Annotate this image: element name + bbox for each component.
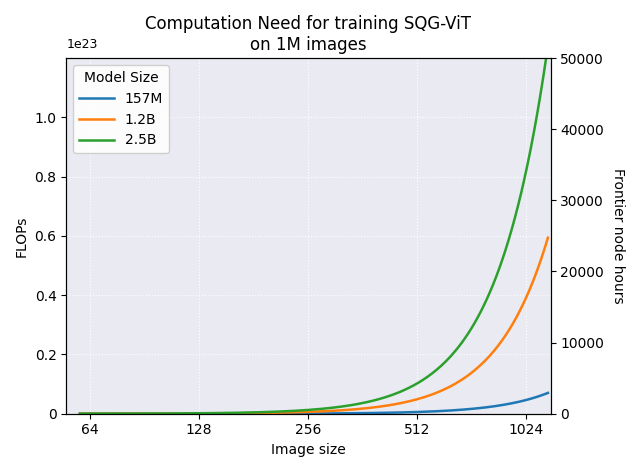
- 1.2B: [355, 406, 362, 412]
- 157M: [76, 411, 84, 417]
- 157M: [500, 402, 508, 407]
- Line: 2.5B: 2.5B: [80, 46, 548, 413]
- 157M: [353, 410, 361, 416]
- 1.2B: [362, 405, 370, 411]
- 1.2B: [500, 335, 508, 340]
- 2.5B: [355, 401, 362, 407]
- Text: 1e23: 1e23: [67, 38, 98, 51]
- 2.5B: [544, 43, 552, 49]
- Legend: 157M, 1.2B, 2.5B: 157M, 1.2B, 2.5B: [73, 65, 168, 153]
- 1.2B: [76, 411, 84, 416]
- 157M: [355, 410, 362, 416]
- 157M: [77, 411, 85, 417]
- X-axis label: Image size: Image size: [271, 443, 346, 457]
- Y-axis label: Frontier node hours: Frontier node hours: [611, 168, 625, 304]
- 157M: [544, 390, 552, 396]
- Line: 157M: 157M: [80, 393, 548, 414]
- 2.5B: [77, 411, 85, 416]
- Line: 1.2B: 1.2B: [80, 238, 548, 413]
- 1.2B: [353, 406, 361, 412]
- 157M: [362, 410, 370, 416]
- Y-axis label: FLOPs: FLOPs: [15, 215, 29, 257]
- 1.2B: [544, 235, 552, 241]
- 1.2B: [77, 411, 85, 416]
- 2.5B: [470, 320, 478, 326]
- 157M: [470, 406, 478, 412]
- 2.5B: [500, 252, 508, 257]
- 2.5B: [362, 399, 370, 405]
- 1.2B: [470, 368, 478, 373]
- 2.5B: [76, 411, 84, 416]
- 2.5B: [353, 401, 361, 407]
- Title: Computation Need for training SQG-ViT
on 1M images: Computation Need for training SQG-ViT on…: [145, 15, 472, 54]
